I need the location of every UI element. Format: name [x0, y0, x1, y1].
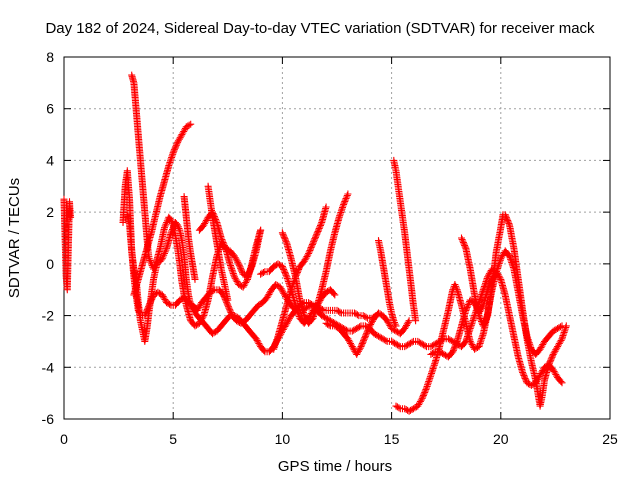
x-tick-label: 20 — [493, 431, 509, 447]
y-tick-label: 6 — [46, 101, 54, 117]
data-points — [60, 71, 570, 415]
data-point-markers — [375, 237, 400, 330]
series-track-c — [128, 71, 265, 330]
y-tick-label: -4 — [42, 359, 55, 375]
series-track-m — [375, 237, 400, 330]
data-point-markers — [123, 211, 380, 327]
x-tick-label: 5 — [169, 431, 177, 447]
axis-ticks: 0 5 10 15 20 25 -6 -4 -2 0 2 4 6 8 — [42, 49, 618, 447]
series-track-q — [427, 270, 500, 361]
x-axis-label: GPS time / hours — [278, 458, 392, 475]
data-point-markers — [427, 270, 500, 361]
x-tick-label: 10 — [275, 431, 291, 447]
series-track-l — [322, 309, 413, 358]
series-track-n — [390, 156, 420, 325]
series-track-h — [180, 193, 199, 283]
x-tick-label: 15 — [384, 431, 400, 447]
data-point-markers — [322, 309, 413, 358]
y-tick-label: 0 — [46, 256, 54, 272]
series-track-a — [60, 195, 75, 294]
y-axis-label: SDTVAR / TECUs — [6, 178, 23, 298]
data-point-markers — [270, 203, 330, 353]
series-track-e — [123, 211, 380, 327]
y-tick-label: 8 — [46, 49, 54, 65]
y-tick-label: -2 — [42, 308, 55, 324]
y-tick-label: 4 — [46, 152, 54, 168]
data-point-markers — [180, 193, 199, 283]
y-tick-label: -6 — [42, 411, 55, 427]
series-track-p — [458, 211, 570, 410]
chart-title: Day 182 of 2024, Sidereal Day-to-day VTE… — [45, 20, 595, 37]
y-tick-label: 2 — [46, 204, 54, 220]
series-track-g — [204, 182, 232, 304]
x-tick-label: 0 — [60, 431, 68, 447]
data-point-markers — [60, 195, 75, 294]
series-track-k — [270, 203, 330, 353]
data-point-markers — [204, 182, 232, 304]
data-point-markers — [128, 71, 265, 330]
data-point-markers — [458, 211, 570, 410]
x-tick-label: 25 — [602, 431, 618, 447]
data-point-markers — [390, 156, 420, 325]
